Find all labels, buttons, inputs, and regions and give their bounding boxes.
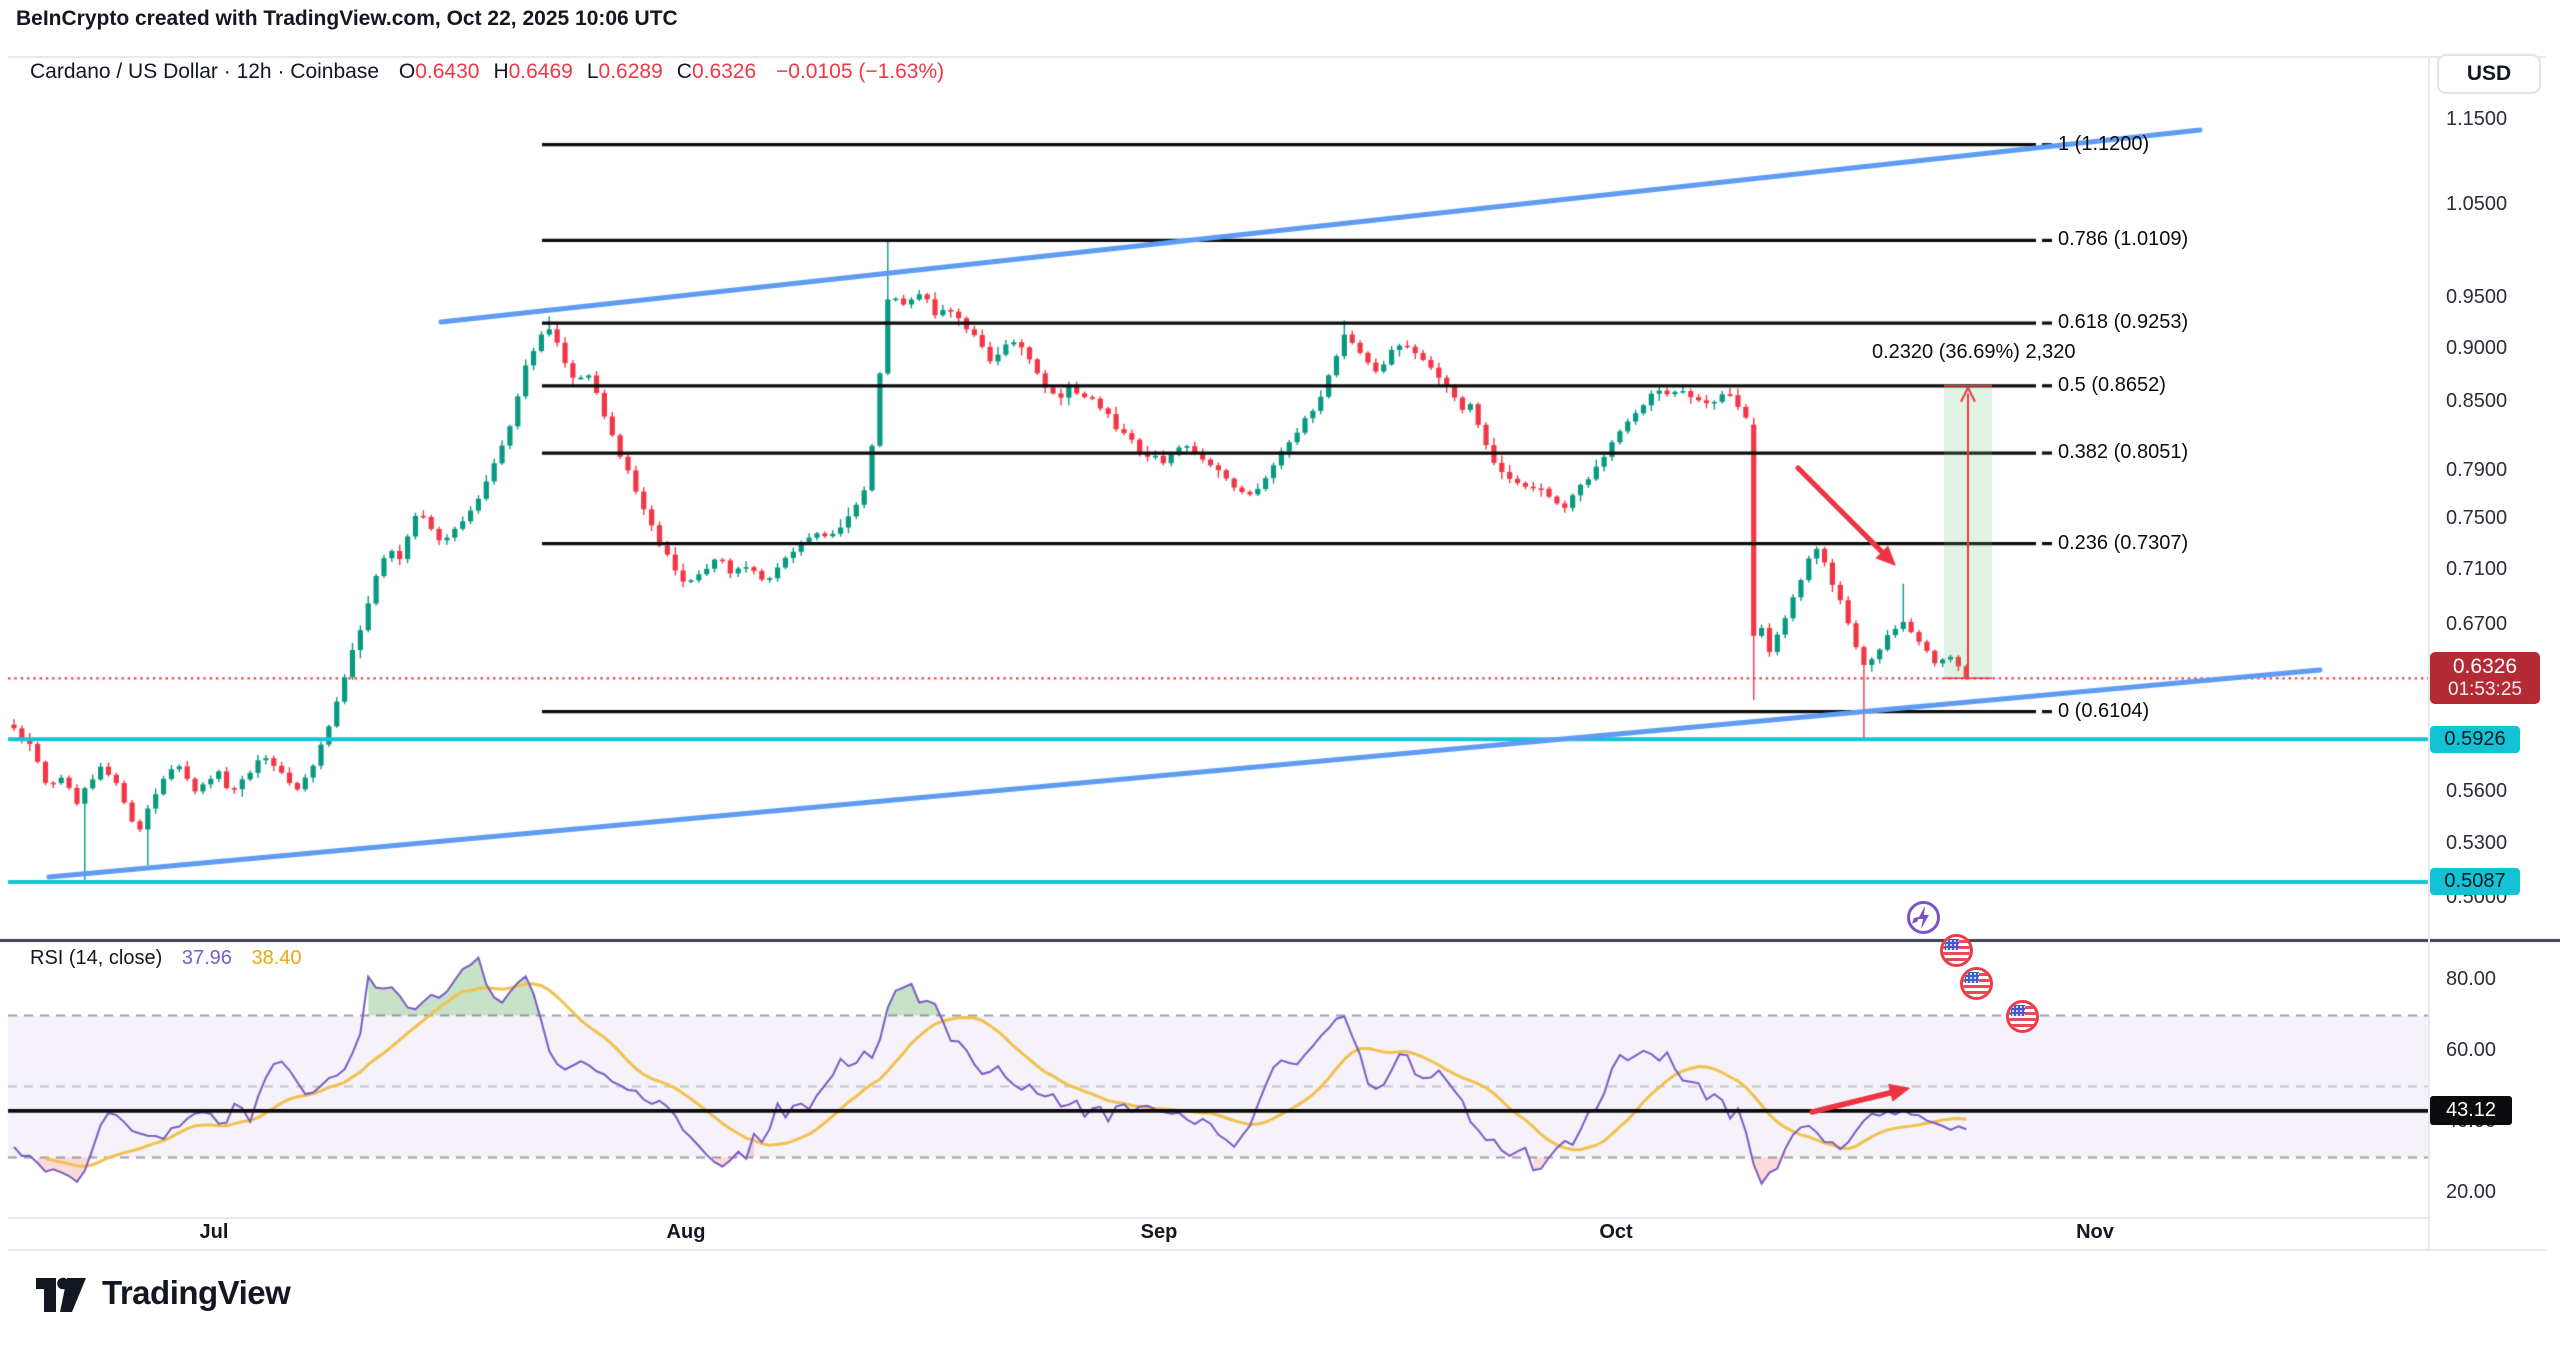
price-tick: 0.5300 — [2446, 831, 2508, 854]
ohlc-key: C — [676, 60, 692, 83]
fib-label: 0.236 (0.7307) — [2058, 531, 2189, 554]
price-tick: 0.7900 — [2446, 458, 2508, 481]
price-tick: 0.8500 — [2446, 390, 2508, 413]
measure-label: 0.2320 (36.69%) 2,320 — [1872, 341, 2076, 363]
rsi-tick: 20.00 — [2446, 1181, 2497, 1203]
currency-unit-button[interactable]: USD — [2437, 54, 2541, 94]
alert-price-badge[interactable]: 0.5926 — [2430, 725, 2520, 753]
card-bottom-border — [8, 1249, 2546, 1251]
last-price-badge: 0.6326 01:53:25 — [2430, 652, 2540, 705]
price-tick: 0.9000 — [2446, 336, 2508, 359]
card-top-border — [8, 56, 2546, 58]
change-value: −0.0105 (−1.63%) — [776, 60, 945, 83]
fib-label: 0.382 (0.8051) — [2058, 441, 2189, 464]
rsi-tick: 60.00 — [2446, 1039, 2497, 1061]
ohlc-value: 0.6469 — [508, 60, 573, 83]
tradingview-logo-text: TradingView — [102, 1274, 291, 1311]
us-flag-event-icon[interactable] — [1940, 934, 1973, 967]
flag-canton — [2011, 1005, 2025, 1016]
last-price-value: 0.6326 — [2452, 655, 2518, 679]
month-label: Nov — [2076, 1221, 2114, 1243]
ohlc-key: H — [493, 60, 509, 83]
ohlc-value: 0.6326 — [691, 60, 757, 83]
fib-label: 0.5 (0.8652) — [2058, 373, 2166, 396]
rsi-title[interactable]: RSI (14, close) — [30, 947, 163, 969]
price-tick: 1.0500 — [2446, 192, 2508, 215]
price-tick: 0.6700 — [2446, 612, 2508, 635]
us-flag-event-icon[interactable] — [1960, 967, 1993, 1000]
rsi-value: 37.96 — [181, 947, 232, 969]
tradingview-logo-icon — [36, 1277, 86, 1312]
price-scale-border — [2428, 56, 2430, 1249]
rsi-header: RSI (14, close) 37.96 38.40 — [30, 947, 302, 970]
month-label: Jul — [199, 1221, 229, 1243]
symbol-description[interactable]: Cardano / US Dollar · 12h · Coinbase — [30, 60, 380, 83]
month-label: Aug — [666, 1221, 706, 1243]
bar-countdown: 01:53:25 — [2448, 679, 2522, 701]
ohlc-value: 0.6430 — [415, 60, 480, 83]
flag-canton — [1945, 939, 1959, 950]
fib-label: 0.786 (1.0109) — [2058, 228, 2189, 251]
fib-label: 1 (1.1200) — [2058, 132, 2150, 155]
time-axis-border — [8, 1217, 2428, 1219]
alert-price-badge[interactable]: 0.5087 — [2430, 868, 2520, 896]
us-flag-event-icon[interactable] — [2006, 1000, 2039, 1033]
price-tick: 0.7100 — [2446, 558, 2508, 581]
ohlc-value: 0.6289 — [598, 60, 663, 83]
price-tick: 0.9500 — [2446, 286, 2508, 309]
month-label: Oct — [1599, 1221, 1633, 1243]
ohlc-key: L — [586, 60, 599, 83]
ohlc-key: O — [398, 60, 416, 83]
symbol-title-row: Cardano / US Dollar · 12h · Coinbase O0.… — [30, 60, 944, 84]
fib-label: 0.618 (0.9253) — [2058, 311, 2189, 334]
rsi-tick: 80.00 — [2446, 968, 2497, 990]
rsi-ma-value: 38.40 — [251, 947, 302, 969]
price-tick: 0.7500 — [2446, 507, 2508, 530]
flag-canton — [1965, 972, 1979, 983]
price-tick: 1.1500 — [2446, 108, 2508, 130]
rsi-level-badge[interactable]: 43.12 — [2430, 1096, 2512, 1126]
tradingview-logo[interactable]: TradingView — [36, 1272, 291, 1314]
fib-label: 0 (0.6104) — [2058, 699, 2150, 722]
price-tick: 0.5600 — [2446, 780, 2508, 803]
lightning-icon — [1911, 906, 1929, 929]
ai-event-icon[interactable] — [1907, 901, 1940, 934]
month-label: Sep — [1140, 1221, 1178, 1243]
ohlc-values: O0.6430 H0.6469 L0.6289 C0.6326 — [385, 60, 756, 83]
attribution-text: BeInCrypto created with TradingView.com,… — [16, 7, 678, 30]
